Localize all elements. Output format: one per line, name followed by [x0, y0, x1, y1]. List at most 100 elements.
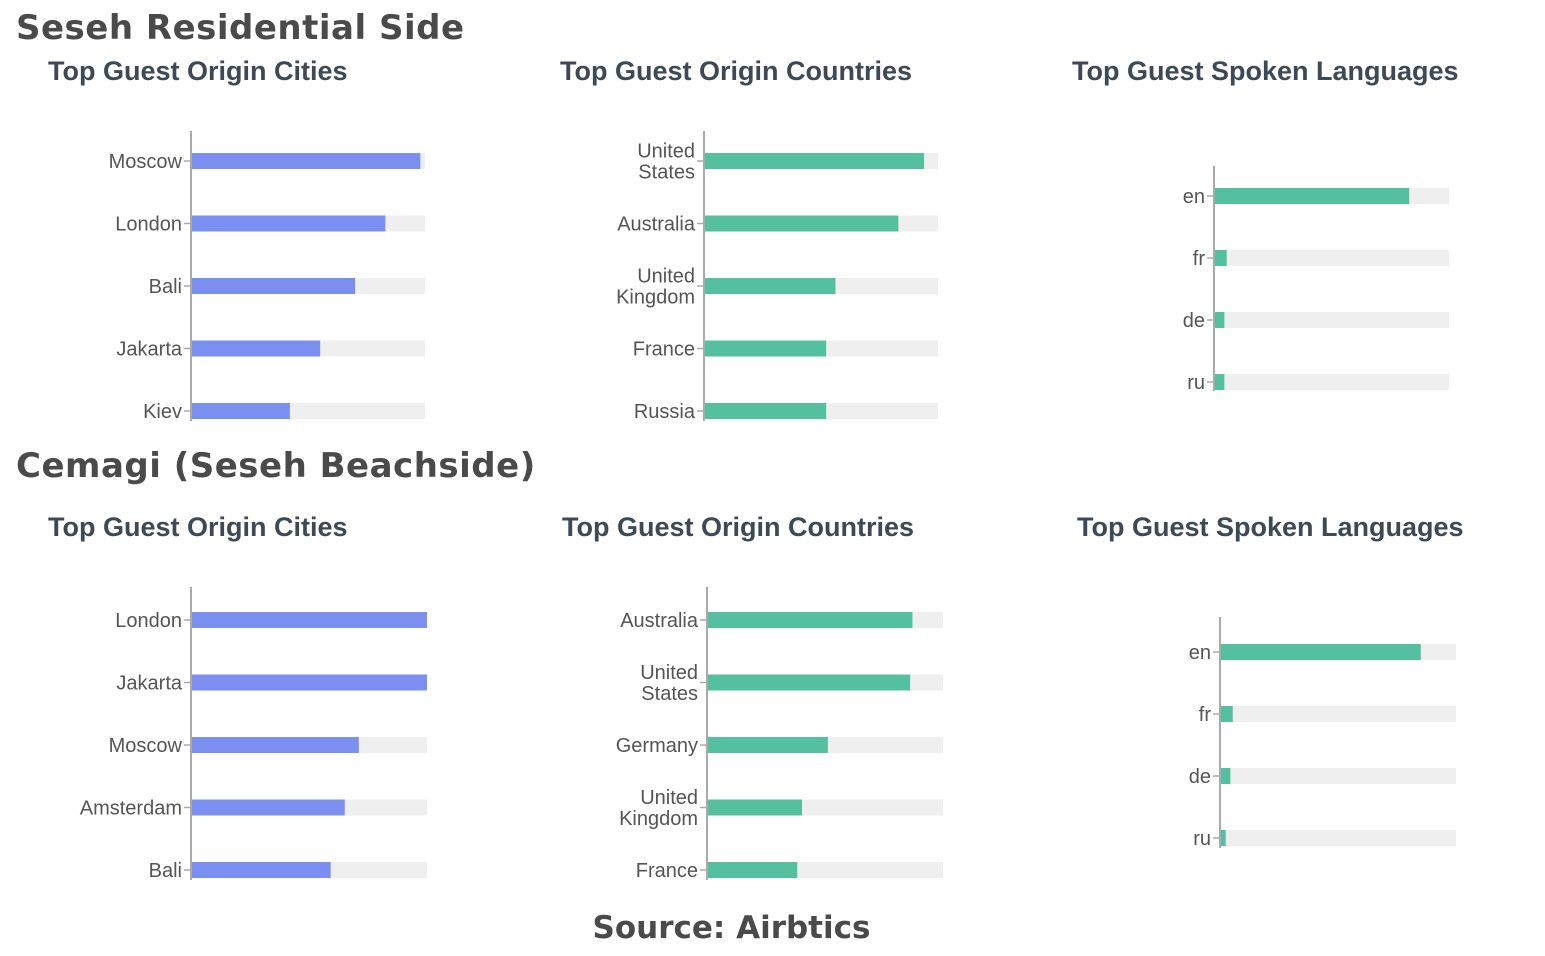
bar	[1215, 188, 1410, 204]
tick-label: Moscow	[109, 735, 183, 757]
tick-label: Bali	[149, 276, 182, 298]
bar	[1215, 374, 1225, 390]
tick-label-line: en	[1183, 186, 1205, 208]
bar-track	[1215, 250, 1449, 266]
tick-label: United States	[640, 662, 698, 705]
tick-label-line: fr	[1199, 704, 1212, 726]
tick-label: Moscow	[109, 151, 183, 173]
tick-label: France	[636, 860, 698, 882]
tick-label-line: Bali	[149, 276, 182, 298]
bar	[705, 153, 925, 169]
bar-track	[1221, 706, 1456, 722]
tick-label-line: Russia	[634, 401, 696, 423]
section-title-seseh-residential: Seseh Residential Side	[16, 8, 465, 48]
bar	[192, 799, 345, 816]
tick-label: Bali	[149, 860, 182, 882]
bar	[1215, 312, 1225, 328]
tick-label: ru	[1193, 828, 1211, 850]
chart-plot: en fr de ru	[1183, 166, 1449, 394]
tick-label-line: ru	[1193, 828, 1211, 850]
bar	[1221, 644, 1421, 660]
chart-top-countries: Top Guest Origin Countries United States A…	[560, 56, 990, 436]
tick-label: fr	[1193, 248, 1206, 270]
tick-label-line: States	[641, 683, 698, 705]
chart-plot: Moscow London Bali Jakarta Kiev	[109, 131, 425, 423]
source-caption: Source: Airbtics	[592, 910, 871, 946]
tick-label: en	[1189, 642, 1211, 664]
bar	[1221, 830, 1226, 846]
tick-label-line: fr	[1193, 248, 1206, 270]
bar	[708, 612, 913, 628]
bar	[192, 862, 331, 878]
bar	[192, 674, 427, 691]
chart-title: Top Guest Spoken Languages	[1072, 56, 1459, 86]
chart-top-languages: Top Guest Spoken Languages en fr de ru	[1072, 56, 1502, 436]
chart-title: Top Guest Origin Cities	[48, 512, 348, 542]
tick-label: Russia	[634, 401, 696, 423]
bar	[192, 340, 321, 357]
section-title-cemagi: Cemagi (Seseh Beachside)	[16, 446, 536, 486]
tick-label-line: Jakarta	[116, 339, 182, 361]
tick-label-line: de	[1189, 766, 1211, 788]
tick-label: Australia	[617, 214, 696, 236]
tick-label: ru	[1187, 372, 1205, 394]
chart-top-languages: Top Guest Spoken Languages en fr de ru	[1077, 512, 1507, 892]
bar	[708, 862, 798, 878]
tick-label: de	[1183, 310, 1205, 332]
tick-label-line: States	[638, 162, 695, 184]
chart-top-cities: Top Guest Origin Cities Moscow London Bali…	[48, 56, 478, 436]
bar-track	[1215, 374, 1449, 390]
bar	[192, 612, 427, 628]
tick-label-line: Kingdom	[616, 287, 695, 309]
tick-label-line: Moscow	[109, 151, 183, 173]
chart-top-countries: Top Guest Origin Countries Australia Unit…	[562, 512, 992, 892]
tick-label: London	[115, 610, 182, 632]
tick-label-line: Australia	[620, 610, 699, 632]
tick-label-line: Amsterdam	[80, 798, 182, 820]
bar	[192, 278, 356, 294]
bar	[1221, 768, 1231, 784]
tick-label: Australia	[620, 610, 699, 632]
tick-label-line: France	[633, 339, 695, 361]
tick-label-line: United	[637, 266, 695, 288]
chart-top-cities: Top Guest Origin Cities London Jakarta Mos…	[48, 512, 478, 892]
tick-label-line: Australia	[617, 214, 696, 236]
tick-label-line: Germany	[616, 735, 698, 757]
bar	[708, 737, 828, 753]
tick-label: Amsterdam	[80, 798, 182, 820]
bar	[708, 799, 802, 816]
tick-label-line: United	[640, 787, 698, 809]
tick-label-line: Bali	[149, 860, 182, 882]
chart-title: Top Guest Origin Countries	[560, 56, 913, 86]
bar-track	[1215, 312, 1449, 328]
bar	[705, 340, 827, 357]
tick-label-line: United	[640, 662, 698, 684]
tick-label: Jakarta	[116, 673, 182, 695]
tick-label-line: ru	[1187, 372, 1205, 394]
tick-label-line: de	[1183, 310, 1205, 332]
chart-title: Top Guest Origin Countries	[562, 512, 915, 542]
tick-label-line: en	[1189, 642, 1211, 664]
tick-label-line: London	[115, 610, 182, 632]
bar	[192, 153, 421, 169]
bar	[705, 278, 836, 294]
bar	[1215, 250, 1227, 266]
tick-label: Kiev	[143, 401, 182, 423]
tick-label: France	[633, 339, 695, 361]
tick-label: United Kingdom	[616, 266, 695, 309]
tick-label: en	[1183, 186, 1205, 208]
tick-label: de	[1189, 766, 1211, 788]
bar	[705, 403, 827, 419]
tick-label: Jakarta	[116, 339, 182, 361]
bar	[705, 215, 899, 232]
tick-label-line: Jakarta	[116, 673, 182, 695]
chart-title: Top Guest Origin Cities	[48, 56, 348, 86]
chart-plot: London Jakarta Moscow Amsterdam Bali	[80, 587, 427, 882]
bar	[1221, 706, 1233, 722]
tick-label: United States	[637, 141, 695, 184]
tick-label: fr	[1199, 704, 1212, 726]
bar-track	[1221, 830, 1456, 846]
tick-label-line: United	[637, 141, 695, 163]
